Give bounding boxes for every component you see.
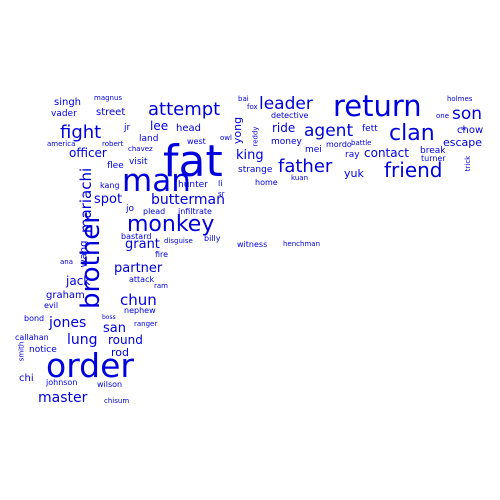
word: infiltrate [178, 207, 212, 216]
word: li [218, 179, 223, 188]
word: hunter [178, 180, 208, 190]
word: monkey [127, 212, 215, 237]
word: detective [271, 111, 309, 120]
word: fat [163, 136, 223, 187]
word: ride [272, 121, 296, 135]
word: plead [143, 207, 166, 216]
word: spot [94, 192, 123, 207]
word: trick [464, 155, 473, 172]
word: singh [54, 97, 82, 108]
word: father [278, 156, 333, 177]
word: master [38, 390, 88, 406]
word: attack [129, 275, 155, 284]
word: ray [345, 150, 360, 160]
word: chow [457, 125, 484, 136]
word: jr [124, 123, 131, 133]
word: battle [351, 139, 372, 147]
word: graham [46, 290, 85, 301]
word: rod [111, 346, 129, 359]
word: street [96, 107, 126, 118]
word: holmes [447, 95, 473, 103]
word: son [452, 104, 483, 124]
word: escape [443, 136, 483, 149]
word: smith [17, 341, 26, 362]
word: magnus [94, 94, 123, 102]
word: mariachi [77, 167, 96, 234]
word: owl [220, 134, 232, 142]
word: flee [107, 161, 124, 171]
word: strange [238, 165, 273, 175]
word: break [420, 146, 446, 156]
word: ranger [134, 320, 158, 328]
word: bond [24, 314, 45, 323]
word: ram [154, 282, 168, 290]
word: chavez [128, 145, 153, 153]
word: officer [69, 146, 107, 160]
word: johnson [46, 378, 78, 387]
word: america [47, 140, 76, 148]
word: wilson [97, 380, 123, 389]
word: jo [126, 204, 135, 214]
word: wang [78, 240, 90, 268]
word: fox [247, 103, 258, 111]
word: billy [204, 234, 221, 243]
word: mordo [326, 140, 352, 149]
word: henchman [283, 240, 321, 248]
word: ana [60, 258, 74, 266]
word: money [271, 137, 302, 147]
word: chi [19, 373, 34, 384]
word: chisum [104, 397, 130, 405]
word: callahan [15, 333, 49, 342]
word: clan [389, 121, 435, 146]
word: kuan [291, 174, 309, 182]
word: boss [102, 314, 116, 321]
word: king [236, 148, 264, 163]
word: man [122, 163, 191, 199]
word: robert [102, 140, 124, 148]
word: order [46, 346, 134, 385]
word: head [176, 123, 201, 134]
word: jones [49, 315, 87, 331]
word: notice [29, 345, 57, 355]
word: partner [114, 261, 163, 276]
word: attempt [148, 99, 221, 120]
word: visit [129, 157, 148, 167]
word: mei [305, 145, 322, 155]
word: home [255, 178, 278, 187]
word: west [187, 137, 206, 146]
word: witness [237, 240, 268, 249]
word: round [108, 333, 143, 347]
word: x [459, 126, 468, 131]
word: land [139, 134, 159, 144]
word: one [436, 112, 450, 120]
word: evil [44, 301, 59, 310]
word: contact [364, 146, 409, 160]
word: sr [218, 190, 225, 198]
word: nephew [124, 306, 156, 315]
word: fire [155, 250, 169, 259]
word: grant [125, 237, 160, 252]
word: turner [421, 154, 446, 163]
word: friend [384, 158, 443, 182]
word: lee [150, 119, 169, 133]
word: agent [304, 121, 354, 141]
word: san [103, 321, 126, 336]
word: return [333, 89, 422, 123]
word: fight [60, 122, 102, 143]
word: leader [259, 94, 313, 114]
word: yong [231, 116, 245, 145]
word: reddy [251, 126, 260, 147]
word: bastard [121, 232, 152, 241]
word: fett [362, 124, 378, 134]
word: lung [67, 332, 98, 348]
word: kang [100, 181, 120, 190]
word: yuk [344, 167, 364, 180]
word: bai [238, 95, 249, 103]
word: butterman [151, 192, 225, 208]
word: vader [51, 109, 77, 119]
word: disguise [164, 237, 193, 245]
word: jack [66, 274, 91, 288]
word: chun [120, 291, 157, 309]
